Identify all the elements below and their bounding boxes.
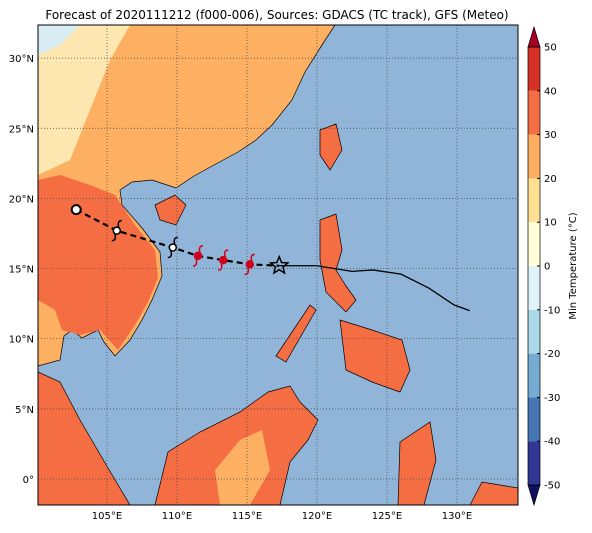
colorbar-tick-label: 50 <box>544 43 557 54</box>
lon-tick-label: 125°E <box>372 511 402 522</box>
colorbar-tick-label: 30 <box>544 130 557 141</box>
land <box>319 123 343 171</box>
land <box>397 421 518 505</box>
lon-tick-label: 110°E <box>162 511 192 522</box>
tracks <box>70 204 470 312</box>
tc-position <box>70 204 82 216</box>
colorbar-segment <box>528 441 540 485</box>
colorbar-segment <box>528 309 540 354</box>
colorbar-over <box>527 25 541 48</box>
land <box>154 194 187 226</box>
tc-position <box>112 226 122 235</box>
tc-position <box>193 251 203 261</box>
colorbar-segment <box>528 353 540 398</box>
land <box>38 371 131 505</box>
lat-tick-label: 25°N <box>9 124 34 135</box>
lat-tick-label: 20°N <box>9 194 34 205</box>
tc-position <box>245 260 255 269</box>
land-warm <box>38 175 158 350</box>
tc-symbol-arm <box>111 233 117 242</box>
land-warm <box>215 430 270 505</box>
tc-symbol-arm <box>218 262 223 271</box>
land-cool <box>38 25 130 175</box>
land-cold <box>38 25 80 55</box>
lat-tick-label: 0° <box>23 475 34 486</box>
colorbar-segment <box>528 266 540 310</box>
title: Forecast of 2020111212 (f000-006), Sourc… <box>45 8 508 22</box>
colorbar-under <box>527 484 541 507</box>
land <box>339 319 411 393</box>
tc-symbol-arm <box>192 258 198 267</box>
tc-symbol-arm <box>167 250 173 259</box>
tc-symbol-arm <box>250 253 255 262</box>
axes: 105°E 110°E 115°E 120°E 125°E 130°E 0° 5°N 10°N 1… <box>9 54 472 522</box>
colorbar-segment <box>528 397 540 442</box>
colorbar-segment <box>528 134 540 179</box>
tc-symbol-arm <box>223 249 229 258</box>
land <box>319 213 357 313</box>
colorbar-tick-label: 20 <box>544 174 557 185</box>
tc-symbol-arm <box>173 236 178 245</box>
tc-position <box>218 255 228 265</box>
map-area <box>38 25 518 505</box>
colorbar-tick-label: 10 <box>544 218 557 229</box>
lat-tick-label: 10°N <box>9 335 34 346</box>
tc-position <box>168 243 178 252</box>
colorbar-segment <box>528 178 540 223</box>
lon-tick-label: 105°E <box>92 511 122 522</box>
lon-tick-label: 130°E <box>442 511 472 522</box>
colorbar-tick-label: -20 <box>544 349 560 360</box>
lon-tick-label: 115°E <box>232 511 262 522</box>
tc-position-current <box>268 254 290 275</box>
colorbar-segment <box>528 90 540 135</box>
colorbar-segment <box>528 47 540 91</box>
lat-tick-label: 5°N <box>15 405 34 416</box>
tc-symbol-arm <box>244 267 250 276</box>
colorbar-tick-label: -40 <box>544 437 560 448</box>
map-frame <box>37 24 519 506</box>
colorbar-label: Min Temperature (°C) <box>568 212 579 319</box>
colorbar-tick-label: 40 <box>544 86 557 97</box>
land <box>275 304 317 363</box>
gfs-track <box>279 265 470 312</box>
colorbar-tick-label: -50 <box>544 481 560 492</box>
colorbar-segment <box>528 222 540 266</box>
lat-tick-label: 15°N <box>9 265 34 276</box>
colorbar: -50 -40 -30 -20 -10 0 10 20 30 40 50 <box>527 25 560 507</box>
lat-tick-label: 30°N <box>9 54 34 65</box>
tc-symbol-arm <box>198 245 204 254</box>
colorbar-tick-label: -30 <box>544 393 560 404</box>
tc-symbol-arm <box>117 219 122 228</box>
colorbar-tick-label: 0 <box>544 262 550 273</box>
colorbar-tick-label: -10 <box>544 305 560 316</box>
lon-tick-label: 120°E <box>302 511 332 522</box>
